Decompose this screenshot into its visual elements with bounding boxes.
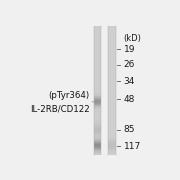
Text: 85: 85 (124, 125, 135, 134)
Text: (pTyr364): (pTyr364) (48, 91, 89, 100)
Text: IL-2RB/CD122: IL-2RB/CD122 (30, 105, 89, 114)
Text: 19: 19 (124, 45, 135, 54)
Text: 48: 48 (124, 95, 135, 104)
Text: 117: 117 (124, 142, 141, 151)
Text: 26: 26 (124, 60, 135, 69)
Text: (kD): (kD) (123, 34, 141, 43)
Text: 34: 34 (124, 77, 135, 86)
